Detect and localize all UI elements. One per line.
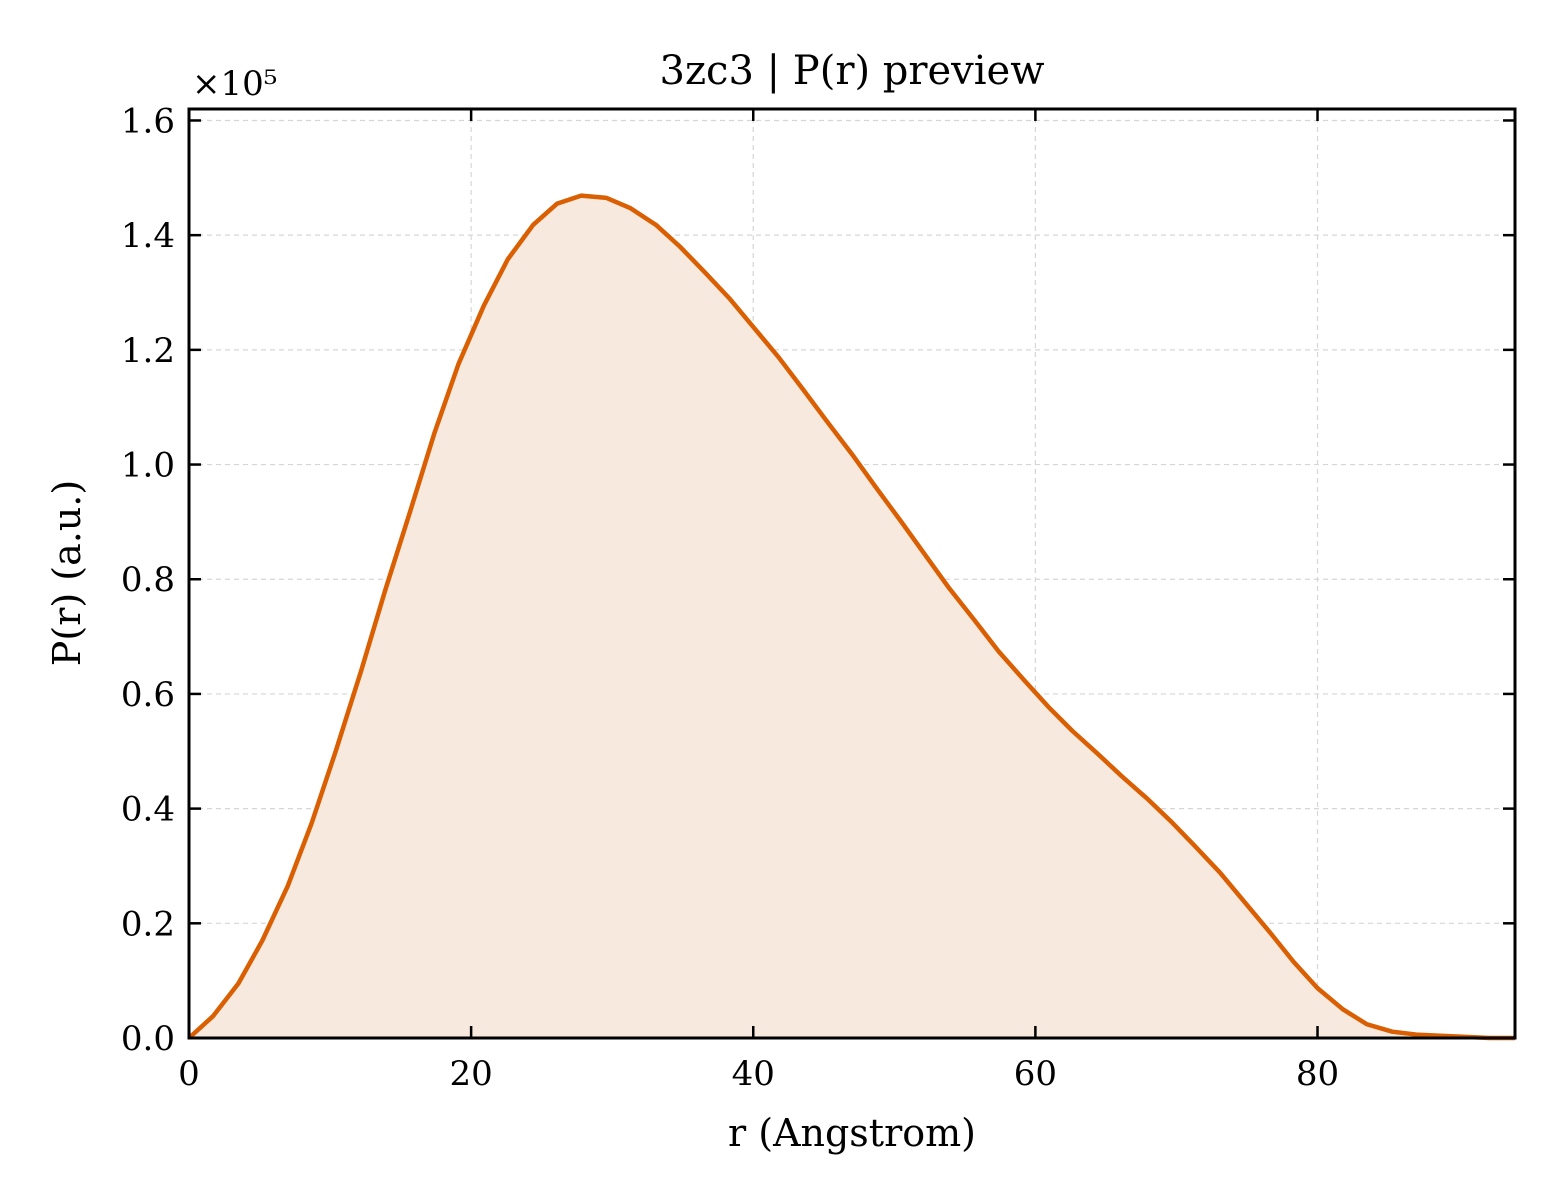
data-point <box>850 452 854 456</box>
data-point <box>923 553 927 557</box>
data-point <box>997 649 1001 653</box>
x-tick-label: 40 <box>732 1054 775 1094</box>
data-point <box>1268 930 1272 934</box>
data-point <box>1218 871 1222 875</box>
x-tick-label: 80 <box>1296 1054 1339 1094</box>
data-point <box>1095 752 1099 756</box>
data-point <box>678 245 682 249</box>
data-point <box>1145 796 1149 800</box>
data-point <box>727 296 731 300</box>
data-point <box>1022 678 1026 682</box>
y-offset-label: ×10⁵ <box>192 64 277 104</box>
y-tick-label: 0.8 <box>121 560 175 600</box>
x-tick-label: 60 <box>1014 1054 1057 1094</box>
data-point <box>1316 986 1320 990</box>
data-point <box>751 325 755 329</box>
data-point <box>286 884 290 888</box>
data-point <box>383 589 387 593</box>
data-point <box>531 223 535 227</box>
data-point <box>482 304 486 308</box>
data-point <box>801 387 805 391</box>
data-point <box>1292 960 1296 964</box>
data-point <box>1193 844 1197 848</box>
x-tick-label: 20 <box>449 1054 492 1094</box>
series-line <box>187 193 1515 1041</box>
ticks: 0 20 40 60 80 0.0 0.2 0.4 0.6 0.8 1.0 1.2 1.4 1.6 <box>121 101 1515 1094</box>
data-point <box>874 485 878 489</box>
data-point <box>334 749 338 753</box>
data-point <box>702 269 706 273</box>
data-point <box>825 419 829 423</box>
y-tick-label: 1.6 <box>121 101 175 141</box>
x-axis-label: r (Angstrom) <box>728 1111 976 1155</box>
data-point <box>777 355 781 359</box>
data-point <box>211 1014 215 1018</box>
data-point <box>1242 900 1246 904</box>
data-point <box>1414 1033 1418 1037</box>
data-point <box>973 619 977 623</box>
data-point <box>456 362 460 366</box>
data-point <box>1046 705 1050 709</box>
data-point <box>310 821 314 825</box>
y-tick-label: 0.4 <box>121 790 175 830</box>
data-point <box>947 586 951 590</box>
data-point <box>236 982 240 986</box>
y-tick-label: 0.2 <box>121 904 175 944</box>
y-axis-label: P(r) (a.u.) <box>45 480 89 666</box>
data-point <box>432 431 436 435</box>
data-point <box>605 196 609 200</box>
data-point <box>1169 819 1173 823</box>
y-tick-label: 0.6 <box>121 675 175 715</box>
y-tick-label: 0.0 <box>121 1019 175 1059</box>
data-point <box>579 194 583 198</box>
y-tick-label: 1.2 <box>121 331 175 371</box>
data-point <box>629 206 633 210</box>
data-point <box>506 257 510 261</box>
chart-title: 3zc3 | P(r) preview <box>660 48 1045 94</box>
data-point <box>1365 1022 1369 1026</box>
data-point <box>359 669 363 673</box>
y-tick-label: 1.4 <box>121 216 175 256</box>
data-point <box>555 202 559 206</box>
area-fill <box>189 195 1515 1039</box>
data-point <box>1341 1007 1345 1011</box>
data-point <box>654 223 658 227</box>
data-point <box>260 939 264 943</box>
x-tick-label: 0 <box>178 1054 200 1094</box>
data-point <box>1390 1030 1394 1034</box>
data-point <box>408 508 412 512</box>
y-tick-label: 1.0 <box>121 446 175 486</box>
data-point <box>899 520 903 524</box>
data-point <box>1070 729 1074 733</box>
data-point <box>1119 774 1123 778</box>
plot-frame <box>187 107 1517 1040</box>
